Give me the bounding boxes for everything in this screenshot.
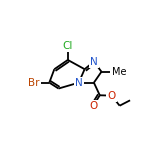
Text: Cl: Cl <box>63 41 73 51</box>
Text: Br: Br <box>28 78 40 88</box>
Text: N: N <box>75 78 83 88</box>
Text: O: O <box>107 91 116 101</box>
Text: O: O <box>89 101 97 111</box>
Text: N: N <box>90 57 98 67</box>
Text: Me: Me <box>112 67 126 77</box>
